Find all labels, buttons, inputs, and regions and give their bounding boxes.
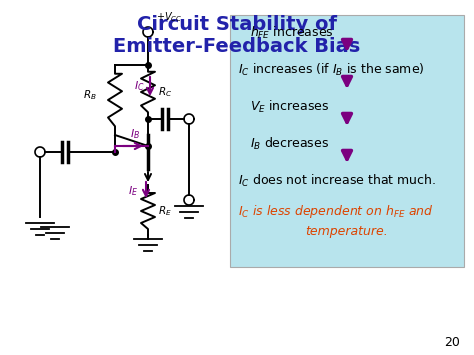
Text: $R_E$: $R_E$	[158, 204, 172, 218]
Text: $I_E$: $I_E$	[128, 184, 138, 198]
Text: $R_C$: $R_C$	[158, 85, 172, 99]
FancyBboxPatch shape	[230, 15, 464, 267]
Text: $I_B$: $I_B$	[130, 127, 140, 141]
Text: $I_C$: $I_C$	[134, 79, 145, 93]
Text: Emitter-Feedback Bias: Emitter-Feedback Bias	[113, 38, 361, 56]
Text: $V_E$ increases: $V_E$ increases	[250, 99, 329, 115]
Text: temperature.: temperature.	[306, 224, 388, 237]
Text: $h_{FE}$ increases: $h_{FE}$ increases	[250, 25, 334, 41]
Text: $I_C$ increases (if $I_B$ is the same): $I_C$ increases (if $I_B$ is the same)	[238, 62, 425, 78]
Text: Circuit Stability of: Circuit Stability of	[137, 16, 337, 34]
Text: $I_C$ does not increase that much.: $I_C$ does not increase that much.	[238, 173, 436, 189]
Text: 20: 20	[444, 337, 460, 350]
Text: $I_C$ is less dependent on $h_{FE}$ and: $I_C$ is less dependent on $h_{FE}$ and	[238, 203, 434, 220]
Text: $R_B$: $R_B$	[83, 88, 97, 102]
Text: $+V_{CC}$: $+V_{CC}$	[156, 10, 182, 24]
Text: $I_B$ decreases: $I_B$ decreases	[250, 136, 329, 152]
